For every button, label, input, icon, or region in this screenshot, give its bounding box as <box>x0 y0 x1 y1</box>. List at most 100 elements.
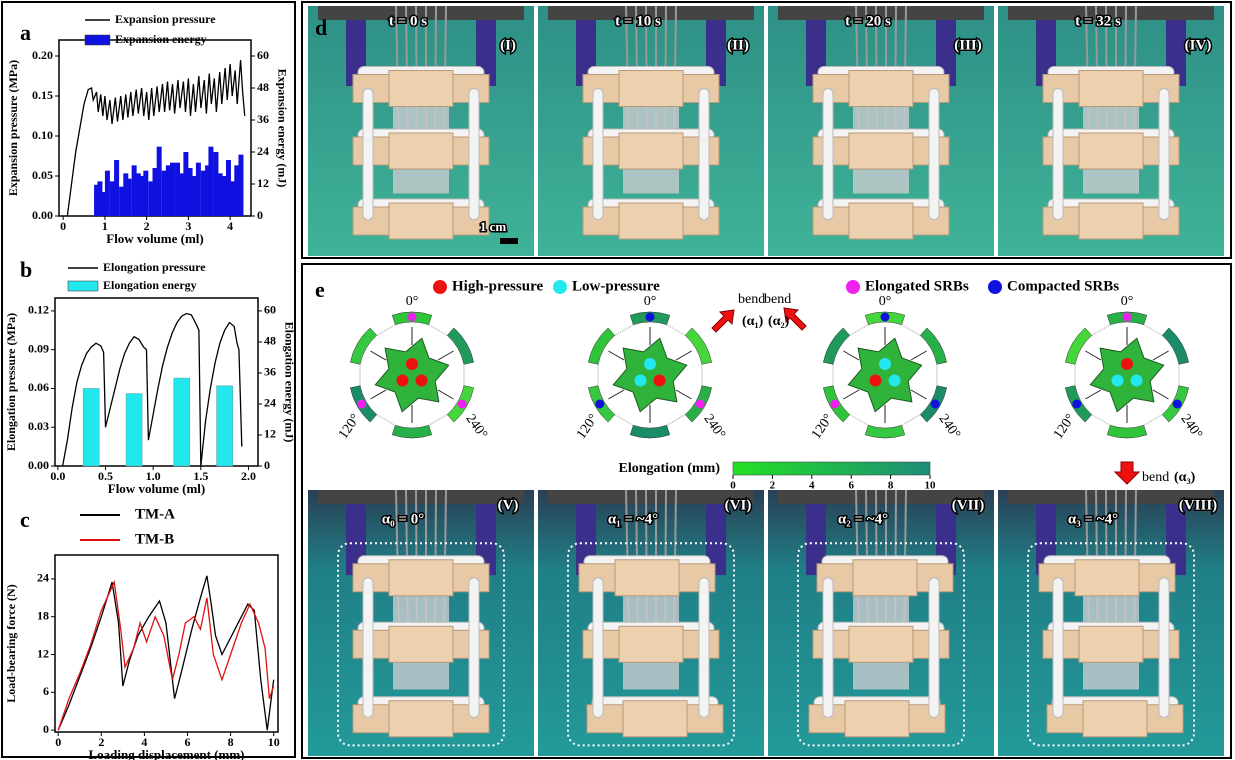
bar <box>114 160 119 216</box>
bar <box>105 171 110 216</box>
hub <box>613 338 686 411</box>
y-axis-label: Expansion pressure (MPa) <box>6 60 20 196</box>
colorbar-title: Elongation (mm) <box>619 461 721 476</box>
angle-label: α₃ = ~4° <box>1068 511 1118 527</box>
arrow <box>438 351 454 360</box>
spring <box>850 415 868 426</box>
x-tick-label: 0.0 <box>50 469 65 483</box>
beige-block <box>389 701 453 737</box>
bar <box>196 163 201 216</box>
scale-bar <box>500 238 518 244</box>
arrow <box>1085 390 1101 399</box>
colorbar-tick-label: 4 <box>809 480 815 492</box>
legend-dot <box>988 280 1002 294</box>
legend-label: Elongation energy <box>103 278 197 292</box>
beige-block <box>849 133 913 169</box>
x-tick-label: 10 <box>268 735 280 749</box>
legend-swatch <box>85 35 110 45</box>
stage-label: (VIII) <box>1179 497 1217 513</box>
srb-dot <box>458 400 467 409</box>
ring-segment <box>685 328 711 364</box>
colorbar-tick-label: 10 <box>925 480 937 492</box>
angle-label: 120° <box>1051 412 1079 442</box>
bend-angle: (α₁) <box>742 314 764 329</box>
y2-tick-label: 48 <box>257 80 269 94</box>
spring <box>850 325 868 336</box>
angle-label: 120° <box>574 412 602 442</box>
bar <box>238 155 243 216</box>
white-coil <box>363 578 373 718</box>
photo <box>998 490 1224 756</box>
bar <box>217 386 233 466</box>
arrow <box>911 390 927 399</box>
panel-label: d <box>315 15 327 40</box>
stage-label: (III) <box>954 37 982 53</box>
spring <box>1144 325 1162 336</box>
spring <box>902 415 920 426</box>
srb-dot <box>830 400 839 409</box>
ring-segment <box>447 328 473 364</box>
spring <box>429 325 447 336</box>
time-label: t = 0 s <box>389 13 427 29</box>
y2-tick-label: 36 <box>264 365 276 379</box>
y-axis-label: Load-bearing force (N) <box>4 584 18 702</box>
angle-label: α₂ = ~4° <box>838 511 888 527</box>
arrow <box>843 390 859 399</box>
y2-tick-label: 12 <box>264 427 276 441</box>
y2-tick-label: 24 <box>257 144 269 158</box>
beige-block <box>1079 133 1143 169</box>
angle-label: 240° <box>935 412 963 442</box>
white-coil <box>699 578 709 718</box>
y2-tick-label: 0 <box>257 208 263 222</box>
arrow <box>370 351 386 360</box>
legend-label: Expansion energy <box>115 32 207 46</box>
x-tick-label: 2.0 <box>241 469 256 483</box>
arrow <box>438 390 454 399</box>
line <box>58 576 273 730</box>
bend-angle: (α₂) <box>768 314 790 329</box>
white-coil <box>699 89 709 220</box>
angle-label: 0° <box>406 294 419 309</box>
legend-label: Elongation pressure <box>103 260 206 274</box>
chamber-dot <box>634 375 646 387</box>
legend-dot <box>553 280 567 294</box>
angle-label: 240° <box>462 412 490 442</box>
plot-frame <box>55 555 278 732</box>
mount <box>548 490 754 504</box>
x-axis-label: Loading displacement (mm) <box>89 747 245 760</box>
arrow <box>1153 390 1169 399</box>
beige-block <box>389 71 453 107</box>
beige-block <box>1079 626 1143 662</box>
x-tick-label: 4 <box>227 219 233 233</box>
legend-swatch <box>68 281 98 291</box>
chamber-dot <box>1121 358 1133 370</box>
y-tick-label: 0.20 <box>32 48 53 62</box>
ring-segment <box>1107 425 1147 438</box>
y-tick-label: 0.12 <box>28 303 49 317</box>
srb-dot <box>881 313 890 322</box>
legend-label: Compacted SRBs <box>1007 278 1119 294</box>
bar <box>157 147 162 216</box>
srb-dot <box>931 400 940 409</box>
arrow <box>911 351 927 360</box>
bend-label: bend <box>738 292 765 307</box>
stage-label: (I) <box>500 37 516 53</box>
y2-tick-label: 60 <box>257 48 269 62</box>
hub <box>848 338 921 411</box>
chamber-dot <box>1131 375 1143 387</box>
beige-block <box>1083 701 1147 737</box>
srb-dot <box>696 400 705 409</box>
photo <box>538 490 764 756</box>
white-coil <box>469 89 479 220</box>
beige-block <box>623 701 687 737</box>
photo <box>308 490 534 756</box>
white-coil <box>823 89 833 220</box>
white-coil <box>929 578 939 718</box>
y2-tick-label: 24 <box>264 396 276 410</box>
beige-block <box>619 71 683 107</box>
ring-segment <box>823 328 849 364</box>
white-coil <box>1159 578 1169 718</box>
angle-label: 240° <box>1177 412 1205 442</box>
time-label: t = 20 s <box>845 13 891 29</box>
beige-block <box>389 203 453 239</box>
